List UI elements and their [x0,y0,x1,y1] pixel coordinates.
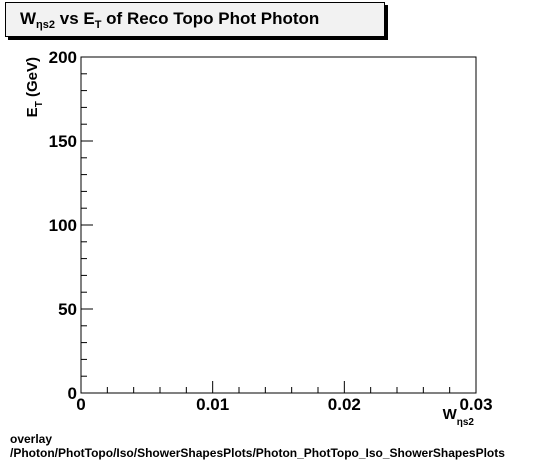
y-tick-label: 200 [49,48,77,67]
y-tick-label: 100 [49,216,77,235]
x-axis-title: Wηs2 [443,406,475,428]
plot-frame [80,56,477,394]
y-axis-title: ET (GeV) [24,57,45,117]
x-tick-label: 0.03 [459,395,492,414]
y-tick-label: 150 [49,132,77,151]
axis-ticks [80,56,477,394]
chart-title-box: Wηs2 vs ET of Reco Topo Phot Photon [5,2,385,37]
x-tick-label: 0 [76,395,85,414]
y-tick-label: 50 [58,300,77,319]
x-tick-label: 0.01 [196,395,229,414]
chart-title: Wηs2 vs ET of Reco Topo Phot Photon [20,9,320,31]
axis-tick-labels: 0 0.01 0.02 0.03 0 50 100 150 200 [49,48,493,414]
footer-line-1: overlay [10,432,53,446]
footer-path: overlay /Photon/PhotTopo/Iso/ShowerShape… [10,432,505,460]
y-tick-label: 0 [68,384,77,403]
footer-line-2: /Photon/PhotTopo/Iso/ShowerShapesPlots/P… [10,446,505,460]
x-tick-label: 0.02 [328,395,361,414]
